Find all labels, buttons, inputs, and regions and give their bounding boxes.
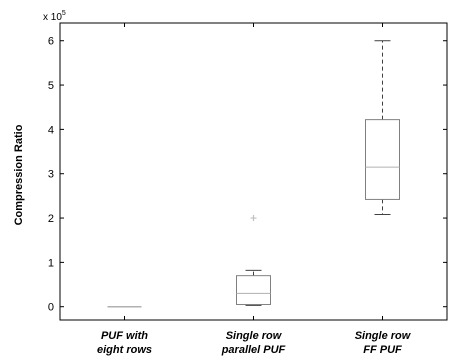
y-tick-label-3: 3 xyxy=(48,169,54,181)
y-tick-label-1: 1 xyxy=(48,257,54,269)
category-label-0-line1: PUF with xyxy=(101,330,148,342)
y-axis-label: Compression Ratio xyxy=(13,124,25,225)
y-tick-label-6: 6 xyxy=(48,36,54,48)
category-label-2-line2: FF PUF xyxy=(363,344,402,356)
y-tick-label-2: 2 xyxy=(48,213,54,225)
y-tick-label-5: 5 xyxy=(48,80,54,92)
outlier-1-0 xyxy=(250,215,257,222)
y-multiplier-text: x 10 xyxy=(43,12,62,23)
box-2 xyxy=(365,119,400,200)
y-multiplier-label: x 105 xyxy=(43,10,66,23)
plot-frame xyxy=(59,22,448,321)
box-1 xyxy=(236,275,271,305)
y-multiplier-exponent: 5 xyxy=(62,10,66,17)
category-label-0-line2: eight rows xyxy=(97,344,152,356)
y-tick-label-0: 0 xyxy=(48,302,54,314)
category-label-1-line2: parallel PUF xyxy=(221,344,286,356)
y-tick-label-4: 4 xyxy=(48,124,54,136)
category-label-2-line1: Single row xyxy=(355,330,412,342)
category-label-1-line1: Single row xyxy=(226,330,283,342)
